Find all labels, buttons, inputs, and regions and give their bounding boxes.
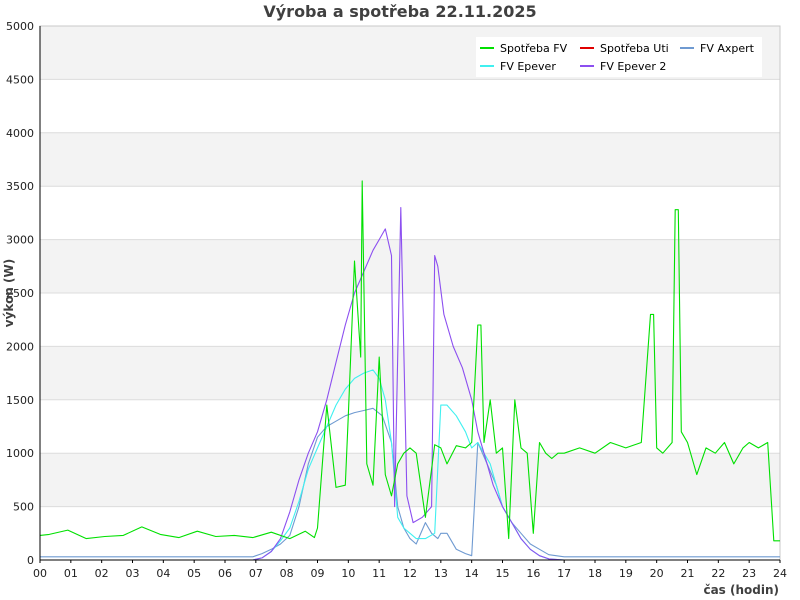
- x-axis-label: čas (hodin): [703, 583, 779, 597]
- x-tick-label: 19: [619, 567, 633, 580]
- chart-title: Výroba a spotřeba 22.11.2025: [263, 2, 536, 21]
- y-axis-ticks: 0 500 1000 1500 2000 2500 3000 3500 4000 4500 5000: [6, 20, 34, 567]
- grid-band: [40, 132, 780, 187]
- x-tick-label: 07: [249, 567, 263, 580]
- legend-label-fv-axpert: FV Axpert: [700, 42, 755, 55]
- y-tick-label: 4500: [6, 73, 34, 86]
- x-tick-label: 03: [126, 567, 140, 580]
- y-tick-label: 2500: [6, 287, 34, 300]
- legend-label-fv-epever: FV Epever: [500, 60, 556, 73]
- grid-band: [40, 293, 780, 347]
- x-tick-label: 02: [95, 567, 109, 580]
- x-tick-label: 16: [526, 567, 540, 580]
- series-line-fv-epever-2: [40, 207, 780, 561]
- x-tick-label: 23: [742, 567, 756, 580]
- x-tick-label: 15: [496, 567, 510, 580]
- x-tick-label: 06: [218, 567, 232, 580]
- grid-band: [40, 399, 780, 454]
- x-tick-label: 17: [557, 567, 571, 580]
- y-tick-label: 4000: [6, 127, 34, 140]
- y-axis-label: výkon (W): [2, 259, 16, 327]
- y-tick-label: 3000: [6, 234, 34, 247]
- y-tick-label: 5000: [6, 20, 34, 33]
- series-layer: [39, 180, 780, 561]
- grid-band: [40, 186, 780, 240]
- x-tick-label: 21: [681, 567, 695, 580]
- x-tick-label: 14: [465, 567, 479, 580]
- grid-band: [40, 79, 780, 133]
- y-tick-label: 3500: [6, 180, 34, 193]
- x-tick-label: 18: [588, 567, 602, 580]
- y-tick-label: 0: [27, 554, 34, 567]
- x-tick-label: 22: [711, 567, 725, 580]
- x-tick-label: 00: [33, 567, 47, 580]
- x-tick-label: 24: [773, 567, 787, 580]
- x-tick-label: 01: [64, 567, 78, 580]
- x-tick-label: 09: [311, 567, 325, 580]
- x-tick-label: 11: [372, 567, 386, 580]
- legend: Spotřeba FV Spotřeba Uti FV Axpert FV Ep…: [476, 37, 762, 77]
- x-tick-label: 04: [156, 567, 170, 580]
- y-tick-label: 2000: [6, 340, 34, 353]
- x-axis-ticks: 00 01 02 03 04 05 06 07 08 09 10 11 12 13 14 15 16 17 18 19…: [33, 560, 787, 580]
- y-tick-label: 1500: [6, 394, 34, 407]
- x-tick-label: 20: [650, 567, 664, 580]
- x-tick-label: 10: [341, 567, 355, 580]
- grid-band: [40, 453, 780, 507]
- y-tick-label: 1000: [6, 447, 34, 460]
- x-tick-label: 13: [434, 567, 448, 580]
- legend-box: [476, 37, 762, 77]
- series-line-spotreba-fv: [39, 180, 780, 542]
- x-tick-label: 08: [280, 567, 294, 580]
- grid-band: [40, 239, 780, 293]
- y-tick-label: 500: [13, 501, 34, 514]
- background-bands: [40, 26, 780, 560]
- legend-label-fv-epever-2: FV Epever 2: [600, 60, 666, 73]
- legend-label-spotreba-uti: Spotřeba Uti: [600, 42, 669, 55]
- x-tick-label: 12: [403, 567, 417, 580]
- x-tick-label: 05: [187, 567, 201, 580]
- grid-band: [40, 346, 780, 400]
- legend-label-spotreba-fv: Spotřeba FV: [500, 42, 568, 55]
